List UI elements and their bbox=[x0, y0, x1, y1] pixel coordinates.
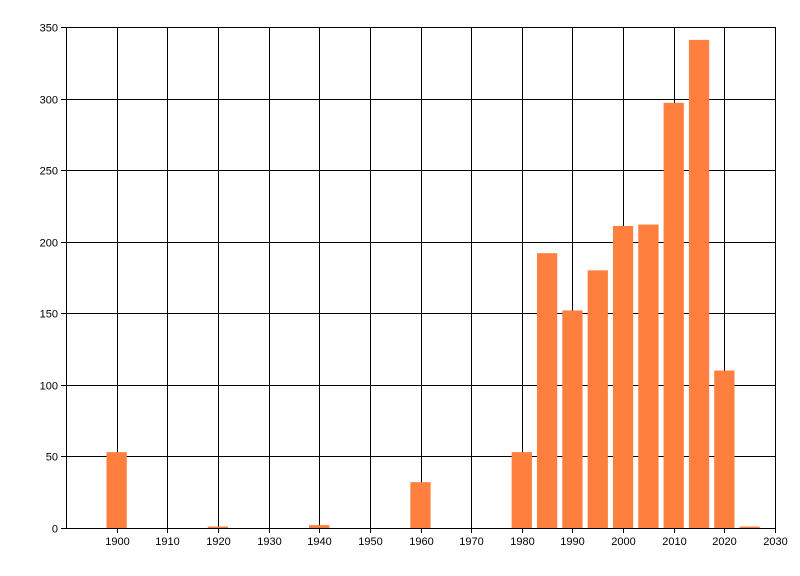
y-tick-label: 50 bbox=[46, 452, 58, 464]
bar bbox=[714, 370, 735, 528]
x-tick-label: 1960 bbox=[409, 536, 433, 548]
x-tick-label: 1950 bbox=[358, 536, 382, 548]
y-tick-label: 350 bbox=[40, 23, 58, 35]
bar bbox=[587, 270, 608, 528]
x-tick-label: 2030 bbox=[763, 536, 787, 548]
x-tick-label: 2020 bbox=[712, 536, 736, 548]
bar bbox=[106, 452, 127, 528]
bar bbox=[739, 526, 760, 528]
bar bbox=[207, 526, 229, 528]
bar bbox=[562, 310, 583, 528]
x-tick-label: 1940 bbox=[307, 536, 331, 548]
x-tick-label: 1980 bbox=[510, 536, 534, 548]
y-tick-label: 100 bbox=[40, 381, 58, 393]
x-tick-label: 1990 bbox=[560, 536, 584, 548]
bar bbox=[309, 525, 330, 528]
y-tick-label: 0 bbox=[52, 524, 58, 536]
bar bbox=[638, 224, 659, 528]
axes bbox=[61, 27, 776, 533]
bar bbox=[511, 452, 532, 528]
grid-lines bbox=[66, 27, 776, 529]
bar bbox=[536, 253, 558, 528]
y-tick-label: 200 bbox=[40, 238, 58, 250]
x-tick-label: 1970 bbox=[459, 536, 483, 548]
y-axis-tick-labels: 0 50 100 150 200 250 300 350 bbox=[40, 23, 58, 536]
y-tick-label: 150 bbox=[40, 309, 58, 321]
x-tick-label: 1900 bbox=[105, 536, 129, 548]
y-tick-label: 250 bbox=[40, 166, 58, 178]
bars bbox=[106, 39, 760, 528]
x-tick-label: 1910 bbox=[155, 536, 179, 548]
bar bbox=[663, 102, 684, 528]
bar bbox=[410, 482, 431, 528]
x-axis-tick-labels: 1900 1910 1920 1930 1940 1950 1960 1970 1980 1990… bbox=[105, 536, 787, 548]
x-tick-label: 2010 bbox=[662, 536, 686, 548]
bar bbox=[688, 39, 710, 528]
y-tick-label: 300 bbox=[40, 95, 58, 107]
x-tick-label: 1930 bbox=[257, 536, 281, 548]
x-tick-label: 2000 bbox=[611, 536, 635, 548]
bar bbox=[612, 225, 634, 528]
x-tick-label: 1920 bbox=[206, 536, 230, 548]
